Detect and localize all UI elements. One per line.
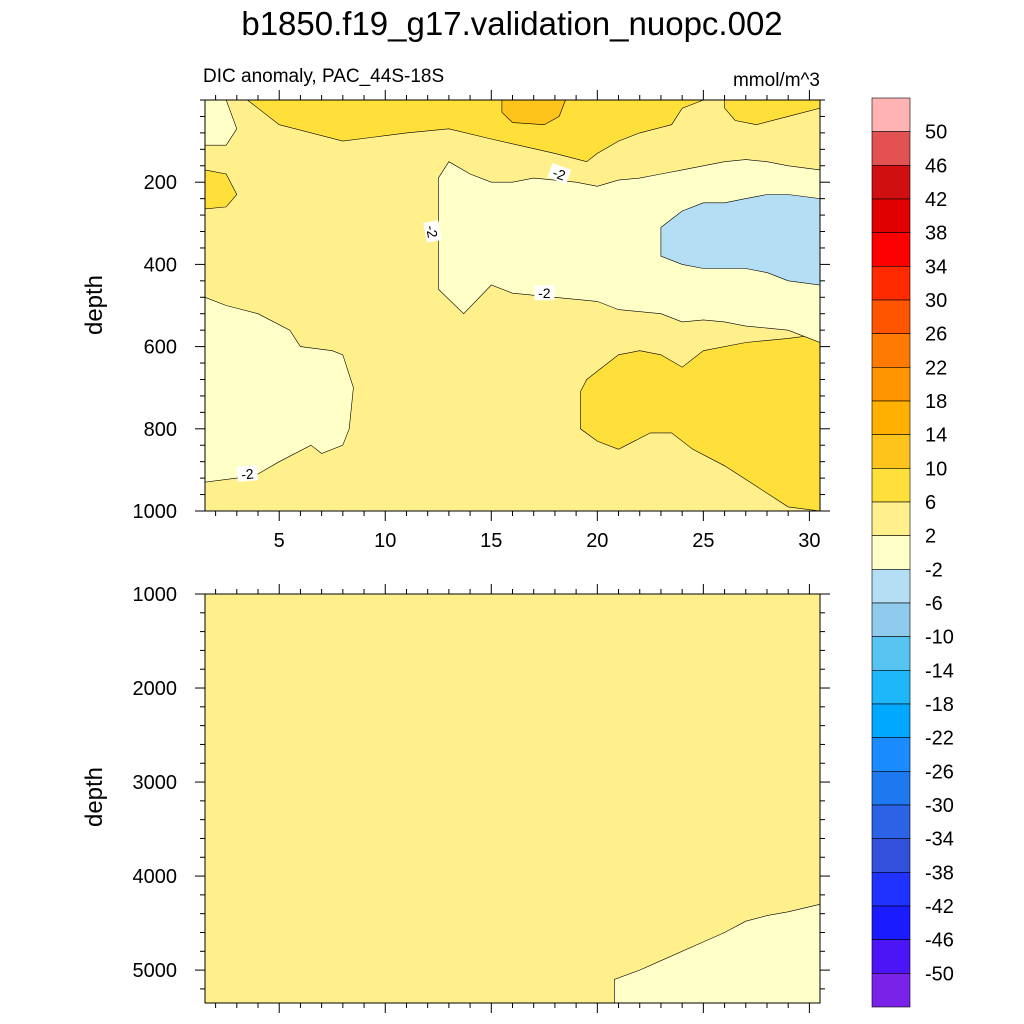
y-axis-label: depth (81, 275, 108, 335)
colorbar-swatch (871, 973, 911, 1008)
colorbar-swatch (871, 872, 911, 907)
colorbar-swatch (871, 131, 911, 166)
x-tick-label: 20 (586, 530, 608, 552)
colorbar-swatch (871, 771, 911, 806)
colorbar-label: -42 (925, 896, 954, 918)
chart-title: b1850.f19_g17.validation_nuopc.002 (241, 5, 782, 42)
colorbar-label: 14 (925, 425, 947, 447)
colorbar-swatch (871, 400, 911, 435)
y-tick-label: 1000 (133, 584, 178, 606)
contour-label-text: -2 (241, 465, 255, 482)
colorbar-swatch (871, 737, 911, 772)
y-tick-label: 3000 (133, 772, 178, 794)
panel-units: mmol/m^3 (733, 70, 820, 91)
colorbar-swatch (871, 198, 911, 233)
colorbar-swatch (871, 602, 911, 637)
colorbar-label: -22 (925, 728, 954, 750)
colorbar-label: -50 (925, 963, 954, 985)
colorbar-swatch (871, 266, 911, 301)
contour-label-box (236, 465, 258, 482)
contour-label: -2 (423, 220, 442, 243)
colorbar-swatch (871, 367, 911, 402)
colorbar-label: 34 (925, 256, 947, 278)
y-tick-label: 400 (144, 254, 177, 276)
contour-label: -2 (547, 163, 572, 184)
colorbar-label: 30 (925, 290, 947, 312)
colorbar-swatch (871, 97, 911, 132)
x-tick-label: 10 (374, 530, 396, 552)
contour-region (246, 99, 704, 163)
colorbar-label: 50 (925, 122, 947, 144)
colorbar-swatch (871, 333, 911, 368)
colorbar-swatch (871, 939, 911, 974)
y-tick-label: 1000 (133, 501, 178, 523)
colorbar-label: -30 (925, 795, 954, 817)
contour-label: -2 (236, 465, 258, 483)
colorbar: 50 46 42 38 34 30 26 22 18 14 10 6 2 -2 -6 -10 -14 -18 -22… (871, 97, 954, 1008)
x-tick-label: 15 (480, 530, 502, 552)
y-tick-label: 800 (144, 419, 177, 441)
colorbar-swatch (871, 434, 911, 469)
colorbar-label: 10 (925, 458, 947, 480)
colorbar-label: 46 (925, 155, 947, 177)
colorbar-swatch (871, 468, 911, 503)
colorbar-swatch (871, 232, 911, 267)
colorbar-swatch (871, 905, 911, 940)
colorbar-label: -26 (925, 761, 954, 783)
colorbar-swatch (871, 703, 911, 738)
colorbar-swatch (871, 670, 911, 705)
colorbar-label: 26 (925, 324, 947, 346)
colorbar-swatch (871, 804, 911, 839)
contour-label-text: -2 (423, 224, 441, 239)
colorbar-label: 6 (925, 492, 936, 514)
x-tick-label: 30 (798, 530, 820, 552)
colorbar-swatch (871, 636, 911, 671)
colorbar-label: 38 (925, 223, 947, 245)
contour-label-box (534, 285, 555, 301)
colorbar-label: 22 (925, 357, 947, 379)
axis-ticks: 5 10 15 20 25 30 200 400 600 800 1000 (133, 90, 830, 552)
colorbar-label: -18 (925, 694, 954, 716)
colorbar-label: -34 (925, 829, 954, 851)
contour-label-box (423, 220, 442, 243)
colorbar-swatch (871, 165, 911, 200)
plot-background (205, 594, 820, 1003)
y-tick-label: 2000 (133, 678, 178, 700)
colorbar-label: -14 (925, 660, 954, 682)
bottom-panel: depth 1000 2000 3000 4000 5000 (81, 584, 830, 1013)
colorbar-swatch (871, 501, 911, 536)
top-panel: DIC anomaly, PAC_44S-18S mmol/m^3 depth … (81, 66, 830, 552)
colorbar-swatch (871, 299, 911, 334)
y-tick-label: 600 (144, 337, 177, 359)
x-tick-label: 25 (692, 530, 714, 552)
y-tick-label: 5000 (133, 960, 178, 982)
colorbar-label: -38 (925, 862, 954, 884)
colorbar-label: 18 (925, 391, 947, 413)
contour-labels: -2 -2 -2 -2 (236, 163, 572, 483)
y-tick-label: 200 (144, 172, 177, 194)
colorbar-label: -10 (925, 627, 954, 649)
colorbar-label: 42 (925, 189, 947, 211)
contour-label-text: -2 (551, 164, 568, 183)
contour-label-text: -2 (538, 285, 551, 301)
colorbar-swatch (871, 838, 911, 873)
y-axis-label: depth (81, 767, 108, 827)
colorbar-label: -2 (925, 559, 943, 581)
colorbar-swatch (871, 569, 911, 604)
colorbar-label: 2 (925, 526, 936, 548)
panel-subtitle: DIC anomaly, PAC_44S-18S (203, 66, 444, 87)
colorbar-swatch (871, 535, 911, 570)
axis-ticks: 1000 2000 3000 4000 5000 (133, 584, 830, 1013)
contour-region (580, 333, 821, 512)
x-tick-label: 5 (274, 530, 285, 552)
contour-regions (204, 99, 821, 512)
colorbar-label: -46 (925, 930, 954, 952)
colorbar-label: -6 (925, 593, 943, 615)
contour-label-box (547, 163, 572, 184)
y-tick-label: 4000 (133, 866, 178, 888)
contour-label: -2 (534, 285, 555, 301)
